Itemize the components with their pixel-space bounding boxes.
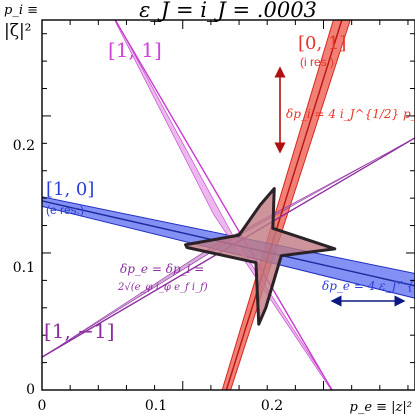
x-axis-label: p_e ≡ |z|² [350,400,413,415]
y-axis-label-line1: p_i ≡ [4,3,38,18]
x-tick-label: 0.1 [145,398,167,414]
y-tick-label: 0.2 [13,138,35,154]
band-i-res [221,20,351,390]
label-1-minus-1: [1, −1] [44,319,115,343]
y-tick-label: 0 [26,382,35,398]
chart-title: ε_J = i_J = .0003 [139,0,317,22]
series-0-1-line [225,20,343,390]
label-1-0: [1, 0] [46,179,94,200]
label-1-1: [1, 1] [108,38,162,62]
label-i-res: (i res.) [300,55,334,69]
overlap-star [184,187,337,326]
x-tick-label: 0.2 [261,398,283,414]
axis-ticks [41,20,415,391]
annotation-blue-width: δp_e = 4 ε_J^{1/2} p_e^{1/4} [322,279,415,293]
annotation-purple-line1: δp_e = δp_i = [120,262,204,276]
series-1-1-line [114,20,333,390]
annotation-red-width: δp_i = 4 i_J^{1/2} p_i^{1/4} [286,107,415,121]
label-e-res: (e res.) [46,203,84,217]
band-1-1 [114,20,334,390]
y-axis-label-line2: |ζ|² [4,21,31,41]
y-tick-label: 0.1 [13,260,35,276]
x-tick-label: 0 [38,398,47,414]
annotation-purple-line2: 2√(e_φ i_φ e_f i_f) [117,282,208,293]
label-0-1: [0, 1] [298,33,346,54]
plot-frame [41,19,415,391]
